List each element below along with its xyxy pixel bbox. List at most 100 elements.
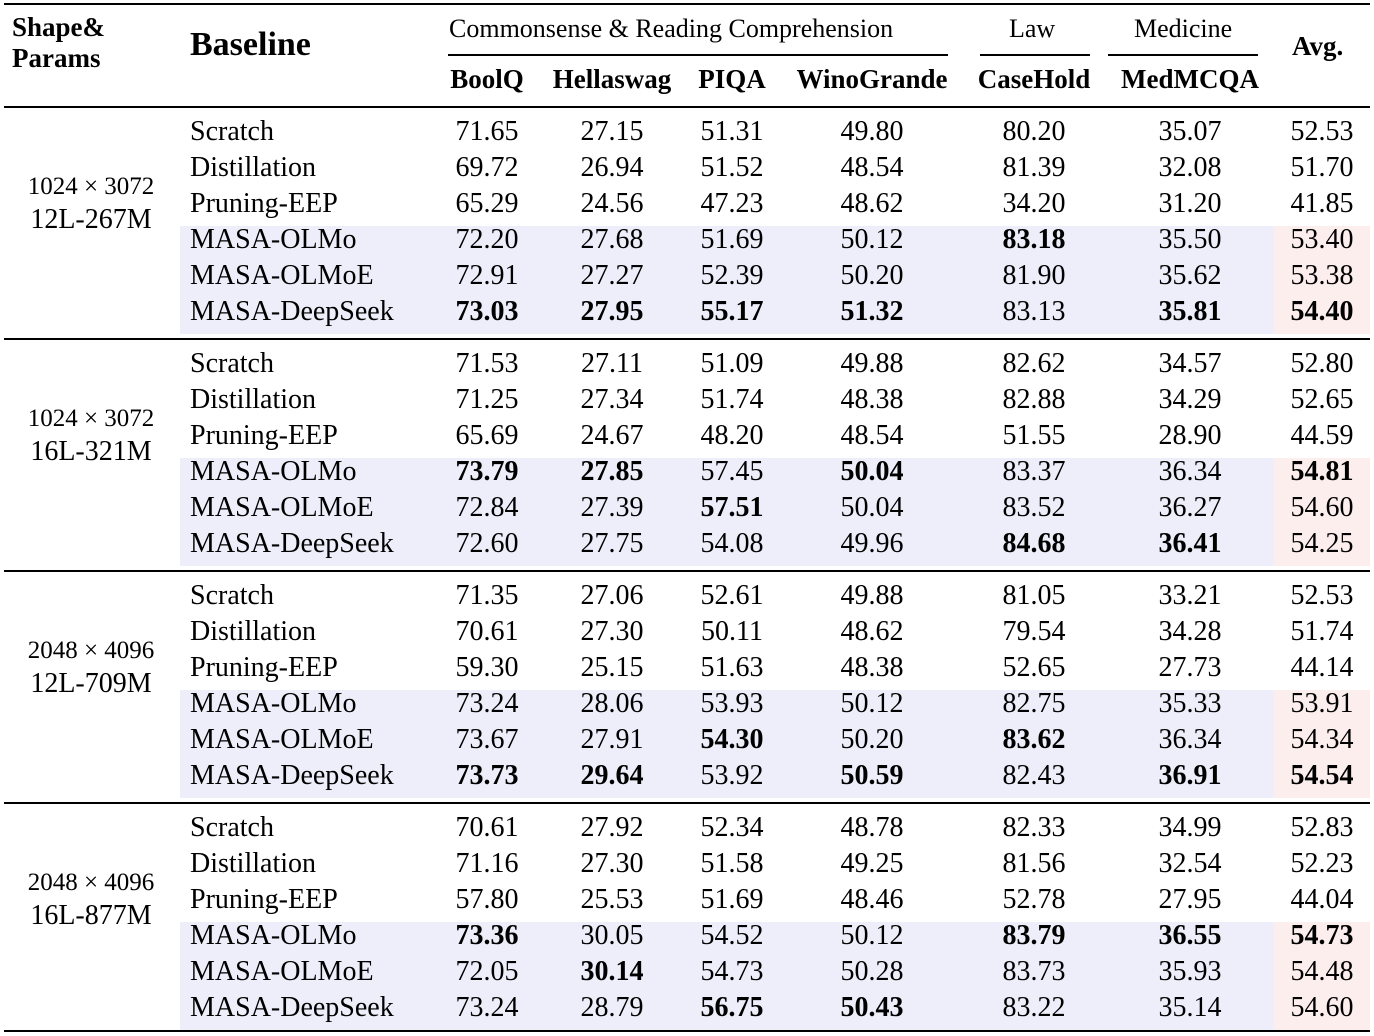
score-cell: 47.23 xyxy=(700,188,764,219)
header-shape-line1: Shape& xyxy=(12,12,106,42)
score-cell: 33.21 xyxy=(1158,580,1222,611)
score-cell: 73.24 xyxy=(455,688,519,719)
score-cell: 52.61 xyxy=(700,580,764,611)
masa-highlight-band xyxy=(180,690,1274,798)
score-cell: 54.52 xyxy=(700,920,764,951)
baseline-name: Scratch xyxy=(190,116,274,147)
group-separator-rule xyxy=(4,802,1370,804)
shape-dims: 1024 × 3072 xyxy=(27,173,155,200)
column-header-winogrande: WinoGrande xyxy=(796,64,948,94)
score-cell: 50.28 xyxy=(840,956,904,987)
score-cell: 36.55 xyxy=(1158,920,1222,951)
baseline-name: Distillation xyxy=(190,848,316,879)
score-cell: 49.88 xyxy=(840,348,904,379)
score-cell: 34.20 xyxy=(1002,188,1066,219)
score-cell: 57.45 xyxy=(700,456,764,487)
baseline-name: Scratch xyxy=(190,580,274,611)
score-cell: 51.09 xyxy=(700,348,764,379)
avg-cell: 52.53 xyxy=(1290,116,1354,147)
shape-layers: 16L-321M xyxy=(30,436,152,467)
avg-highlight-band xyxy=(1274,226,1370,334)
baseline-name: MASA-OLMo xyxy=(190,688,357,719)
score-cell: 49.80 xyxy=(840,116,904,147)
score-cell: 53.92 xyxy=(700,760,764,791)
score-cell: 83.13 xyxy=(1002,296,1066,327)
score-cell: 65.29 xyxy=(455,188,519,219)
shape-params-label: 1024 × 3072 16L-321M xyxy=(6,402,176,468)
score-cell: 72.20 xyxy=(455,224,519,255)
score-cell: 29.64 xyxy=(580,760,644,791)
score-cell: 27.39 xyxy=(580,492,644,523)
baseline-name: MASA-DeepSeek xyxy=(190,992,394,1023)
score-cell: 27.11 xyxy=(581,348,643,379)
score-cell: 81.05 xyxy=(1002,580,1066,611)
score-cell: 79.54 xyxy=(1002,616,1066,647)
score-cell: 24.67 xyxy=(580,420,644,451)
score-cell: 71.53 xyxy=(455,348,519,379)
score-cell: 34.99 xyxy=(1158,812,1222,843)
score-cell: 48.38 xyxy=(840,652,904,683)
score-cell: 82.75 xyxy=(1002,688,1066,719)
score-cell: 69.72 xyxy=(455,152,519,183)
baseline-name: MASA-OLMoE xyxy=(190,492,374,523)
score-cell: 48.20 xyxy=(700,420,764,451)
score-cell: 71.25 xyxy=(455,384,519,415)
baseline-name: Pruning-EEP xyxy=(190,188,338,219)
avg-cell: 41.85 xyxy=(1290,188,1354,219)
score-cell: 71.65 xyxy=(455,116,519,147)
baseline-name: Pruning-EEP xyxy=(190,884,338,915)
avg-cell: 54.40 xyxy=(1290,296,1354,327)
score-cell: 50.04 xyxy=(840,456,904,487)
score-cell: 30.14 xyxy=(580,956,644,987)
baseline-name: Pruning-EEP xyxy=(190,420,338,451)
score-cell: 81.39 xyxy=(1002,152,1066,183)
avg-cell: 54.60 xyxy=(1290,492,1354,523)
score-cell: 54.30 xyxy=(700,724,764,755)
baseline-name: MASA-OLMoE xyxy=(190,260,374,291)
header-shape-line2: Params xyxy=(12,43,101,73)
score-cell: 70.61 xyxy=(455,616,519,647)
header-avg: Avg. xyxy=(1292,31,1344,61)
baseline-name: MASA-DeepSeek xyxy=(190,760,394,791)
shape-dims: 2048 × 4096 xyxy=(27,637,155,664)
commonsense-underline xyxy=(448,54,948,56)
baseline-name: Scratch xyxy=(190,812,274,843)
score-cell: 27.34 xyxy=(580,384,644,415)
score-cell: 27.30 xyxy=(580,848,644,879)
avg-highlight-band xyxy=(1274,922,1370,1030)
score-cell: 57.51 xyxy=(700,492,764,523)
baseline-name: Pruning-EEP xyxy=(190,652,338,683)
avg-cell: 54.54 xyxy=(1290,760,1354,791)
score-cell: 34.28 xyxy=(1158,616,1222,647)
score-cell: 50.11 xyxy=(701,616,763,647)
score-cell: 28.06 xyxy=(580,688,644,719)
avg-cell: 54.73 xyxy=(1290,920,1354,951)
score-cell: 73.36 xyxy=(455,920,519,951)
score-cell: 35.50 xyxy=(1158,224,1222,255)
score-cell: 36.91 xyxy=(1158,760,1222,791)
score-cell: 54.73 xyxy=(700,956,764,987)
bottom-rule xyxy=(4,1030,1370,1032)
score-cell: 51.31 xyxy=(700,116,764,147)
score-cell: 50.43 xyxy=(840,992,904,1023)
score-cell: 72.05 xyxy=(455,956,519,987)
baseline-name: MASA-OLMoE xyxy=(190,724,374,755)
top-rule xyxy=(4,3,1370,5)
avg-cell: 51.74 xyxy=(1290,616,1354,647)
score-cell: 50.12 xyxy=(840,688,904,719)
avg-cell: 52.53 xyxy=(1290,580,1354,611)
score-cell: 27.73 xyxy=(1158,652,1222,683)
score-cell: 55.17 xyxy=(700,296,764,327)
score-cell: 27.91 xyxy=(580,724,644,755)
shape-layers: 12L-267M xyxy=(30,204,152,235)
score-cell: 54.08 xyxy=(700,528,764,559)
score-cell: 27.30 xyxy=(580,616,644,647)
score-cell: 48.46 xyxy=(840,884,904,915)
score-cell: 27.68 xyxy=(580,224,644,255)
score-cell: 83.22 xyxy=(1002,992,1066,1023)
score-cell: 35.14 xyxy=(1158,992,1222,1023)
score-cell: 83.52 xyxy=(1002,492,1066,523)
score-cell: 36.41 xyxy=(1158,528,1222,559)
score-cell: 81.90 xyxy=(1002,260,1066,291)
score-cell: 48.38 xyxy=(840,384,904,415)
